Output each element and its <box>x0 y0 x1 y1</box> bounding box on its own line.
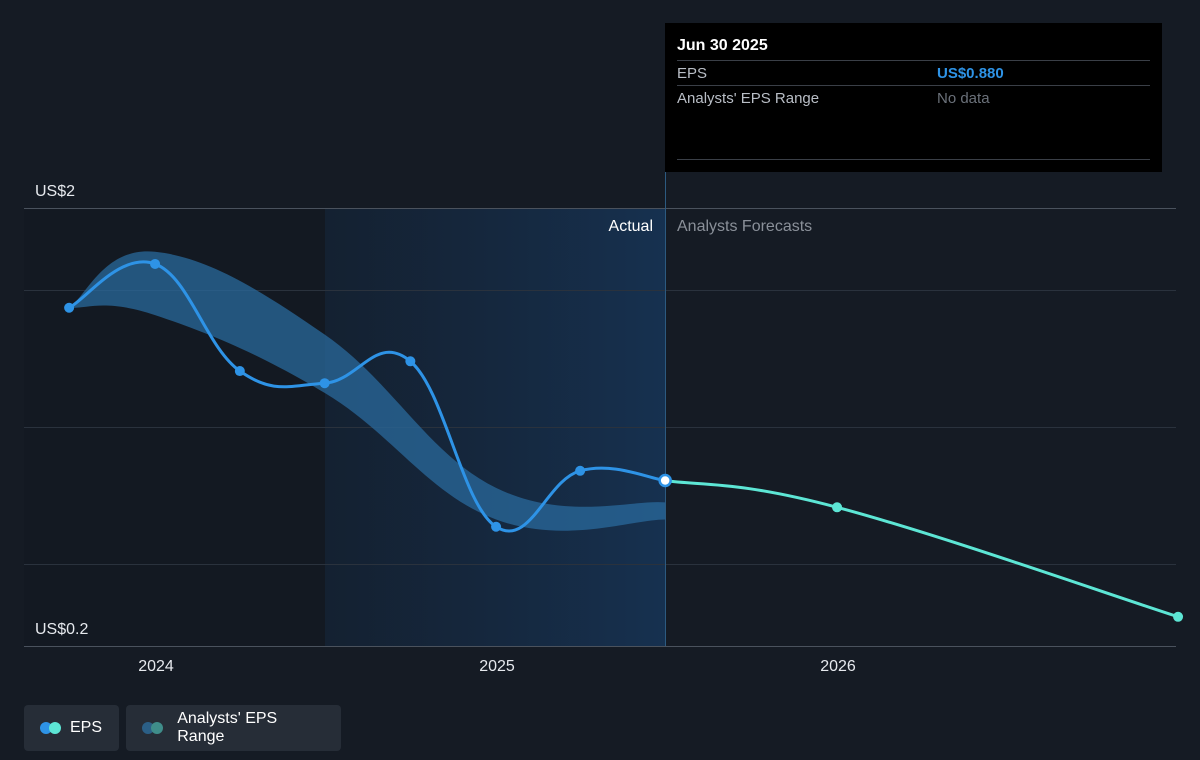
eps-forecast-point <box>1173 611 1184 622</box>
tooltip-divider <box>677 159 1150 160</box>
eps-actual-point <box>405 356 416 367</box>
legend-range-label: Analysts' EPS Range <box>177 710 278 745</box>
tooltip-eps-label: EPS <box>677 65 708 82</box>
y-axis-bottom-label: US$0.2 <box>35 621 88 638</box>
eps-actual-line <box>67 260 667 533</box>
eps-actual-point <box>319 378 330 389</box>
tooltip-range-value: No data <box>937 90 990 107</box>
tooltip-eps-value: US$0.880 <box>937 65 1004 82</box>
legend-range[interactable]: Analysts' EPS Range <box>126 705 341 751</box>
eps-actual-point <box>234 366 245 377</box>
forecast-region-label: Analysts Forecasts <box>677 218 812 235</box>
eps-actual-point <box>150 258 161 269</box>
axis-labels: US$2 US$0.2 2024 2025 2026 Actual Analysts For… <box>35 183 856 675</box>
tooltip-eps-row: EPS US$0.880 <box>677 60 1150 87</box>
tooltip-range-row: Analysts' EPS Range No data <box>677 85 1150 112</box>
eps-actual-point <box>575 465 586 476</box>
x-tick-label: 2026 <box>820 658 856 675</box>
eps-range-area <box>69 251 666 531</box>
eps-actual-point <box>64 302 75 313</box>
eps-lines <box>67 260 1180 619</box>
legend-eps[interactable]: EPS <box>24 705 119 751</box>
grid-lines <box>24 208 1176 647</box>
eps-forecast-point <box>832 502 843 513</box>
legend-eps-label: EPS <box>69 719 102 736</box>
tooltip: Jun 30 2025 EPS US$0.880 Analysts' EPS R… <box>665 23 1162 172</box>
actual-region-label: Actual <box>609 218 653 235</box>
x-tick-label: 2024 <box>138 658 174 675</box>
range-legend-icon <box>142 722 165 734</box>
x-tick-label: 2025 <box>479 658 515 675</box>
eps-forecast-line <box>663 479 1180 619</box>
eps-point-selected <box>658 473 672 488</box>
tooltip-date: Jun 30 2025 <box>677 37 768 54</box>
y-axis-top-label: US$2 <box>35 183 75 200</box>
tooltip-range-label: Analysts' EPS Range <box>677 90 820 107</box>
eps-range-band <box>69 251 666 531</box>
eps-actual-point <box>491 521 502 532</box>
eps-legend-icon <box>40 722 61 734</box>
eps-points <box>64 258 1184 622</box>
